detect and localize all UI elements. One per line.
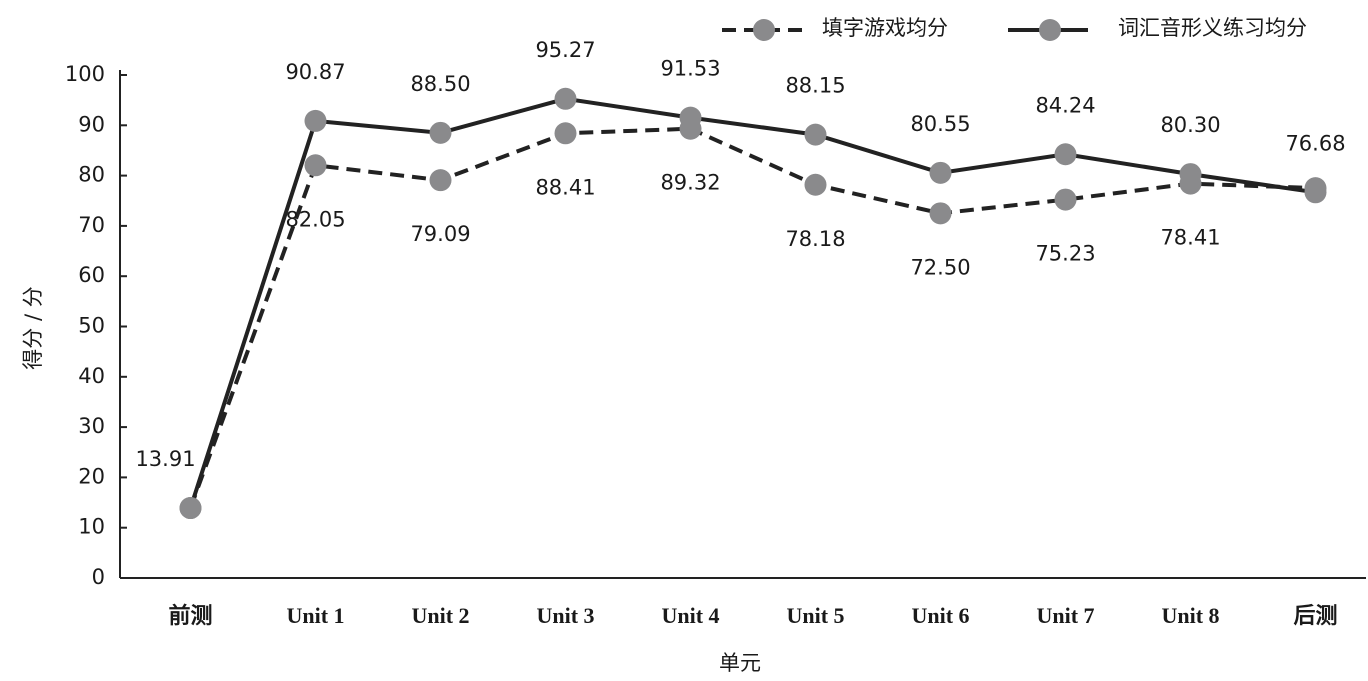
y-tick-label: 40 (78, 364, 105, 388)
data-label: 78.41 (1160, 226, 1220, 250)
x-tick-label: Unit 4 (661, 603, 719, 628)
x-axis-title: 单元 (719, 651, 761, 675)
y-tick-label: 90 (78, 112, 105, 136)
data-label: 82.05 (285, 207, 345, 231)
x-tick-label: Unit 8 (1161, 603, 1219, 628)
data-label: 88.41 (535, 175, 595, 199)
x-tick-label: 前测 (168, 603, 212, 628)
data-label: 91.53 (660, 57, 720, 81)
data-label: 89.32 (660, 171, 720, 195)
marker (1179, 163, 1202, 186)
series-line (188, 96, 1316, 509)
y-tick-label: 100 (65, 62, 105, 86)
marker (429, 169, 452, 192)
data-label: 72.50 (910, 255, 970, 279)
marker (804, 123, 827, 146)
x-tick-label: Unit 1 (286, 603, 344, 628)
marker (179, 497, 202, 520)
data-label: 80.55 (910, 112, 970, 136)
y-tick-label: 10 (78, 515, 105, 539)
data-label: 95.27 (535, 38, 595, 62)
marker (1054, 143, 1077, 166)
data-label: 76.68 (1285, 131, 1345, 155)
y-tick-label: 50 (78, 314, 105, 338)
y-tick-label: 30 (78, 414, 105, 438)
x-tick-label: Unit 7 (1036, 603, 1094, 628)
marker (554, 122, 577, 145)
x-tick-label: Unit 3 (536, 603, 594, 628)
y-tick-label: 60 (78, 263, 105, 287)
marker (429, 121, 452, 144)
y-tick-label: 80 (78, 163, 105, 187)
data-label: 13.91 (135, 447, 195, 471)
x-tick-label: Unit 2 (411, 603, 469, 628)
x-tick-label: 后测 (1293, 603, 1337, 628)
data-label: 75.23 (1035, 242, 1095, 266)
y-tick-label: 20 (78, 464, 105, 488)
legend-label: 词汇音形义练习均分 (1118, 16, 1307, 40)
data-label: 84.24 (1035, 93, 1095, 117)
y-tick-label: 70 (78, 213, 105, 237)
marker (304, 109, 327, 132)
marker (304, 154, 327, 177)
y-tick-label: 0 (92, 565, 105, 589)
data-label: 78.18 (785, 227, 845, 251)
data-label: 80.30 (1160, 113, 1220, 137)
data-label: 90.87 (285, 60, 345, 84)
data-label: 88.15 (785, 74, 845, 98)
marker (554, 87, 577, 110)
legend-marker (753, 19, 775, 41)
data-label: 88.50 (410, 72, 470, 96)
x-tick-label: Unit 5 (786, 603, 844, 628)
marker (929, 161, 952, 184)
data-label: 79.09 (410, 222, 470, 246)
marker (929, 202, 952, 225)
x-tick-label: Unit 6 (911, 603, 969, 628)
legend-label: 填字游戏均分 (822, 16, 948, 40)
marker (1304, 181, 1327, 204)
y-axis-title: 得分 / 分 (21, 286, 45, 369)
marker (1054, 188, 1077, 211)
marker (804, 173, 827, 196)
marker (679, 106, 702, 129)
series-line (188, 126, 1316, 509)
legend-marker (1039, 19, 1061, 41)
